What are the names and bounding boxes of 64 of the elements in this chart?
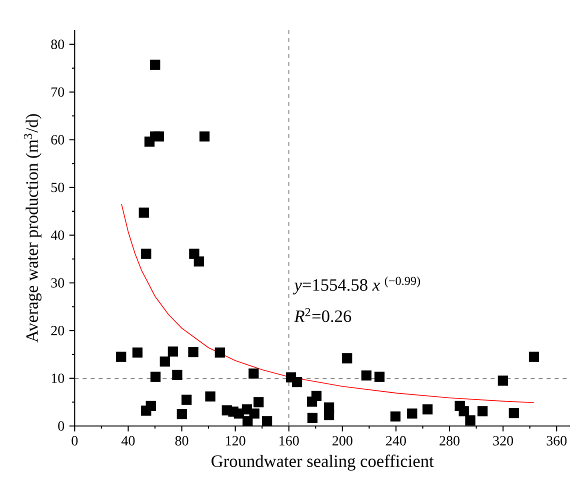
point — [478, 406, 488, 416]
point — [199, 131, 210, 142]
x-tick-label: 40 — [121, 436, 135, 446]
y-tick-label: 20 — [51, 326, 64, 336]
point — [407, 408, 418, 419]
point — [138, 208, 149, 218]
point — [150, 60, 160, 70]
x-axis-title: Groundwater sealing coefficient — [212, 454, 434, 471]
point — [422, 404, 433, 414]
point — [528, 352, 540, 362]
point — [311, 390, 322, 402]
x-tick-label: 80 — [175, 436, 188, 446]
x-tick-label: 160 — [280, 436, 299, 446]
y-tick-label: 10 — [52, 374, 64, 384]
point — [176, 409, 187, 420]
point — [465, 415, 476, 426]
point — [154, 131, 164, 142]
x-tick-label: 360 — [546, 436, 567, 446]
point — [254, 397, 264, 408]
x-tick-label: 120 — [226, 436, 246, 446]
point — [160, 356, 170, 367]
point — [458, 406, 469, 416]
x-tick-label: 240 — [386, 436, 406, 446]
point — [214, 347, 225, 358]
point — [132, 347, 143, 358]
point — [307, 412, 318, 423]
y-axis-title: Average water production (m$^{3}$/d) — [24, 114, 42, 342]
point — [361, 370, 372, 380]
point — [146, 400, 156, 412]
point — [188, 346, 198, 358]
y-tick-label: 50 — [51, 182, 64, 192]
y-tick-label: 80 — [51, 40, 64, 50]
point — [116, 352, 126, 362]
y-tick-label: 40 — [50, 230, 64, 240]
point — [249, 408, 260, 419]
point — [168, 346, 178, 357]
annotation: y=1554.58 x $^{(−0.99)}$ — [292, 276, 420, 294]
point — [508, 408, 519, 418]
x-tick-label: 0 — [72, 436, 78, 446]
x-tick-label: 320 — [493, 436, 514, 446]
point — [342, 353, 352, 364]
point — [374, 372, 385, 382]
point — [150, 372, 161, 382]
y-tick-label: 70 — [52, 87, 64, 97]
point — [194, 256, 204, 266]
x-tick-label: 200 — [332, 436, 352, 446]
point — [292, 377, 302, 388]
point — [248, 368, 259, 379]
point — [262, 416, 272, 426]
y-tick-label: 0 — [58, 421, 64, 431]
line-series — [121, 204, 534, 404]
x-tick-label: 280 — [440, 436, 460, 446]
point — [242, 416, 253, 426]
annotation: R$^{2}$=0.26 — [294, 308, 352, 322]
y-tick-label: 30 — [51, 278, 64, 288]
point — [189, 248, 200, 259]
point — [390, 411, 400, 422]
y-tick-label: 60 — [51, 135, 64, 144]
point — [172, 370, 182, 380]
point — [498, 376, 508, 386]
point — [205, 391, 216, 402]
point — [182, 394, 192, 405]
point — [324, 410, 334, 420]
point — [141, 248, 152, 259]
